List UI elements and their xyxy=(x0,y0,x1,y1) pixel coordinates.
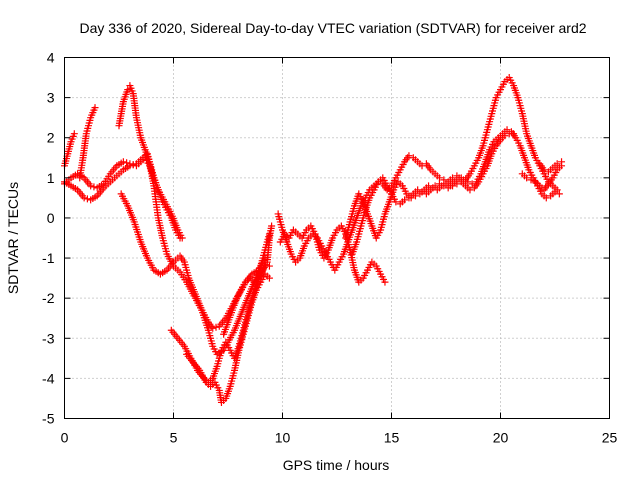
data-point xyxy=(540,166,548,174)
y-tick-label: 1 xyxy=(47,170,55,186)
data-point xyxy=(119,158,127,166)
x-tick-label: 0 xyxy=(61,430,69,446)
data-point xyxy=(435,180,443,188)
data-point xyxy=(70,130,78,138)
data-point xyxy=(501,132,509,140)
data-point xyxy=(431,182,439,190)
data-point xyxy=(414,186,422,194)
y-tick-label: -4 xyxy=(42,370,55,386)
y-tick-label: -3 xyxy=(42,330,55,346)
y-tick-label: -5 xyxy=(42,411,55,427)
y-tick-label: 4 xyxy=(47,50,55,66)
data-point xyxy=(551,188,559,196)
data-point xyxy=(440,182,448,190)
tick-labels: 0 5 10 15 20 25 -5 -4 -3 -2 -1 0 1 2 3 4 xyxy=(42,50,617,446)
chart-title: Day 336 of 2020, Sidereal Day-to-day VTE… xyxy=(79,20,586,36)
data-points xyxy=(61,74,566,406)
data-point xyxy=(87,182,95,190)
data-point xyxy=(464,178,472,186)
data-point xyxy=(449,174,457,182)
data-point xyxy=(178,234,186,242)
data-point xyxy=(425,182,433,190)
y-tick-label: -1 xyxy=(42,250,55,266)
data-point xyxy=(523,174,531,182)
data-point xyxy=(126,160,134,168)
data-point xyxy=(265,274,273,282)
data-point xyxy=(558,158,566,166)
data-point xyxy=(510,130,518,138)
x-tick-label: 15 xyxy=(384,430,400,446)
x-tick-label: 5 xyxy=(170,430,178,446)
data-point xyxy=(440,176,448,184)
x-tick-label: 20 xyxy=(493,430,509,446)
data-point xyxy=(124,86,132,94)
x-axis-label: GPS time / hours xyxy=(283,457,390,473)
data-point xyxy=(444,184,452,192)
data-point xyxy=(435,174,443,182)
data-point xyxy=(466,186,474,194)
y-tick-label: -2 xyxy=(42,290,55,306)
data-point xyxy=(212,323,220,331)
axis-ticks xyxy=(64,57,610,419)
data-point xyxy=(123,159,131,167)
y-axis-label: SDTVAR / TECUs xyxy=(5,182,21,294)
y-tick-label: 2 xyxy=(47,130,55,146)
data-point xyxy=(453,180,461,188)
x-tick-label: 10 xyxy=(275,430,291,446)
data-point xyxy=(553,160,561,168)
data-point xyxy=(555,190,563,198)
data-point xyxy=(91,104,99,112)
y-tick-label: 3 xyxy=(47,90,55,106)
y-tick-label: 0 xyxy=(47,210,55,226)
data-point xyxy=(405,152,413,160)
data-point xyxy=(129,161,137,169)
plot-frame xyxy=(64,57,610,419)
data-point xyxy=(265,262,273,270)
data-point xyxy=(455,174,463,182)
x-tick-label: 25 xyxy=(602,430,618,446)
data-point xyxy=(268,222,276,230)
data-point xyxy=(449,182,457,190)
data-point xyxy=(418,188,426,196)
data-point xyxy=(392,198,400,206)
data-point xyxy=(401,196,409,204)
data-point xyxy=(527,176,535,184)
data-point xyxy=(542,194,550,202)
grid xyxy=(64,57,610,419)
data-point xyxy=(381,278,389,286)
data-point xyxy=(80,194,88,202)
data-point xyxy=(503,126,511,134)
